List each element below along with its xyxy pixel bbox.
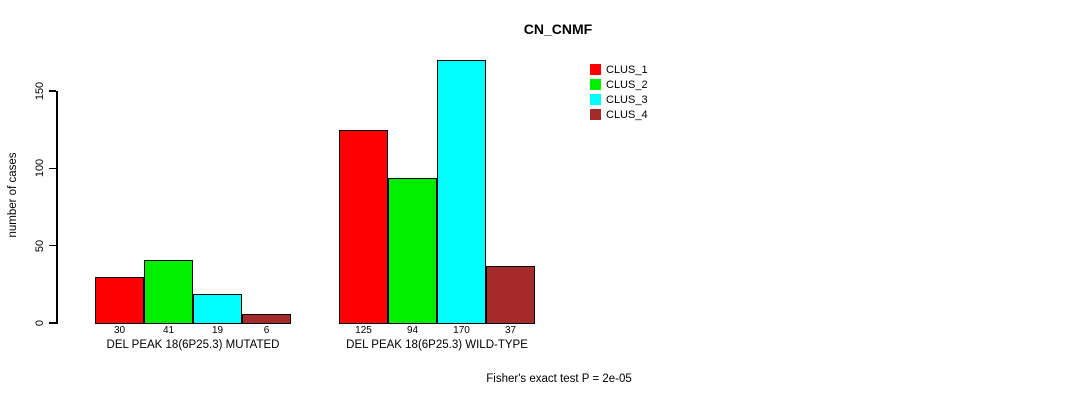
- bar-clus_3-group2: [437, 60, 486, 324]
- bar-clus_4-group2: [486, 266, 535, 324]
- legend-item-clus_3: CLUS_3: [590, 92, 648, 107]
- legend-swatch-clus_3: [590, 94, 601, 105]
- bar-value-label: 6: [263, 325, 270, 336]
- y-axis-label: number of cases: [7, 152, 19, 238]
- y-axis-tick: [49, 322, 56, 324]
- y-axis-tick-label: 150: [34, 81, 46, 101]
- y-axis-tick-label: 0: [34, 319, 46, 327]
- legend-swatch-clus_4: [590, 109, 601, 120]
- bar-value-label: 41: [162, 325, 175, 336]
- legend: CLUS_1 CLUS_2 CLUS_3 CLUS_4: [590, 62, 648, 122]
- category-label-group2: DEL PEAK 18(6P25.3) WILD-TYPE: [346, 339, 528, 351]
- fisher-test-note: Fisher's exact test P = 2e-05: [486, 373, 632, 385]
- bar-value-label: 37: [504, 325, 517, 336]
- bar-value-label: 30: [113, 325, 126, 336]
- category-label-group1: DEL PEAK 18(6P25.3) MUTATED: [106, 339, 280, 351]
- legend-label: CLUS_3: [606, 93, 648, 106]
- bar-clus_2-group2: [388, 178, 437, 324]
- legend-item-clus_1: CLUS_1: [590, 62, 648, 77]
- legend-swatch-clus_1: [590, 64, 601, 75]
- bar-value-label: 19: [211, 325, 224, 336]
- bar-clus_2-group1: [144, 260, 193, 324]
- y-axis-tick: [49, 244, 56, 247]
- legend-item-clus_2: CLUS_2: [590, 77, 648, 92]
- bar-clus_1-group2: [339, 130, 388, 324]
- y-axis-tick-label: 100: [34, 159, 46, 178]
- y-axis-tick-label: 50: [34, 239, 46, 252]
- bar-clus_1-group1: [95, 277, 144, 324]
- legend-swatch-clus_2: [590, 79, 601, 90]
- legend-item-clus_4: CLUS_4: [590, 107, 648, 122]
- legend-label: CLUS_1: [606, 63, 648, 76]
- y-axis-line: [56, 91, 58, 324]
- bar-value-label: 170: [453, 325, 470, 336]
- legend-label: CLUS_4: [606, 108, 648, 121]
- legend-label: CLUS_2: [606, 78, 648, 91]
- bar-value-label: 125: [355, 325, 372, 336]
- bar-clus_4-group1: [242, 314, 291, 324]
- y-axis-tick: [49, 167, 56, 170]
- bar-clus_3-group1: [193, 294, 242, 324]
- chart-title: CN_CNMF: [523, 21, 593, 37]
- y-axis-tick: [49, 90, 56, 92]
- bar-value-label: 94: [406, 325, 419, 336]
